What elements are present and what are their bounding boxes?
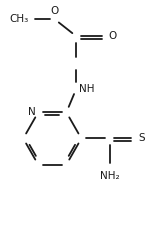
Text: S: S xyxy=(139,133,145,143)
Text: N: N xyxy=(28,107,36,117)
Text: NH: NH xyxy=(79,84,95,94)
Text: NH₂: NH₂ xyxy=(100,171,119,181)
Text: O: O xyxy=(109,31,117,41)
Text: CH₃: CH₃ xyxy=(9,14,28,24)
Text: O: O xyxy=(51,6,59,16)
